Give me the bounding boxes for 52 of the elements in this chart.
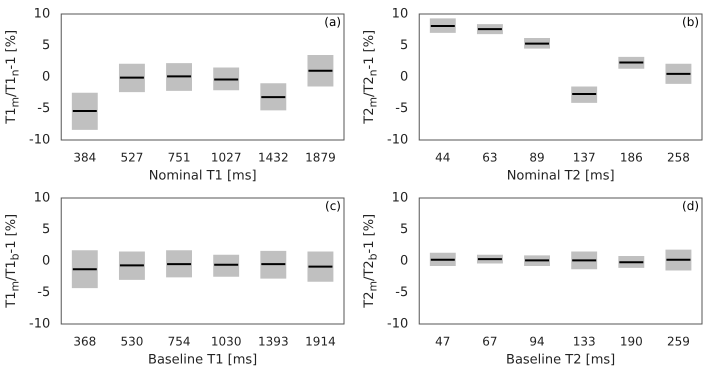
x-tick-label: 133 (572, 334, 596, 348)
x-tick-label: 1432 (258, 150, 289, 164)
y-tick-label: 0 (400, 69, 408, 84)
y-tick-label: 0 (42, 253, 50, 268)
y-tick-label: -5 (395, 284, 408, 300)
x-tick-label: 1393 (258, 334, 289, 348)
x-tick-label: 751 (168, 150, 191, 164)
x-tick-label: 67 (482, 334, 498, 348)
annotation: (d) (682, 199, 699, 214)
y-tick-label: -10 (387, 132, 408, 148)
y-tick-label: -5 (395, 100, 408, 116)
x-tick-label: 47 (435, 334, 450, 348)
y-tick-label: 10 (34, 6, 50, 22)
x-axis-title: Baseline T1 [ms] (148, 352, 258, 368)
y-tick-label: 10 (34, 190, 50, 206)
x-tick-label: 63 (482, 150, 498, 164)
y-tick-label: -10 (29, 316, 50, 332)
x-tick-label: 1030 (210, 334, 242, 348)
x-tick-label: 259 (666, 334, 690, 348)
y-tick-label: -5 (37, 100, 50, 116)
x-tick-label: 137 (572, 150, 596, 164)
x-tick-label: 527 (120, 150, 144, 164)
y-tick-label: 5 (400, 222, 408, 237)
x-axis-title: Nominal T1 [ms] (148, 168, 257, 184)
y-tick-label: 0 (400, 253, 408, 268)
y-tick-label: 10 (392, 190, 408, 206)
x-tick-label: 1879 (305, 150, 336, 164)
x-tick-label: 1914 (305, 334, 336, 348)
x-tick-label: 258 (666, 150, 690, 164)
x-tick-label: 94 (529, 334, 545, 348)
x-tick-label: 44 (435, 150, 450, 164)
y-tick-label: -10 (387, 316, 408, 332)
x-axis-title: Nominal T2 [ms] (506, 168, 615, 184)
x-tick-label: 186 (620, 150, 643, 164)
y-tick-label: 5 (400, 38, 408, 53)
x-tick-label: 368 (73, 334, 96, 348)
x-tick-label: 1027 (210, 150, 242, 164)
x-tick-label: 384 (73, 150, 96, 164)
y-tick-label: -5 (37, 284, 50, 300)
annotation: (c) (325, 199, 341, 214)
x-tick-label: 190 (620, 334, 643, 348)
y-tick-label: -10 (29, 132, 50, 148)
x-axis-title: Baseline T2 [ms] (506, 352, 616, 368)
annotation: (b) (682, 15, 699, 30)
y-tick-label: 10 (392, 6, 408, 22)
x-tick-label: 530 (120, 334, 144, 348)
y-tick-label: 5 (42, 222, 50, 237)
y-tick-label: 0 (42, 69, 50, 84)
x-tick-label: 754 (168, 334, 191, 348)
x-tick-label: 89 (529, 150, 545, 164)
y-tick-label: 5 (42, 38, 50, 53)
annotation: (a) (324, 15, 341, 30)
